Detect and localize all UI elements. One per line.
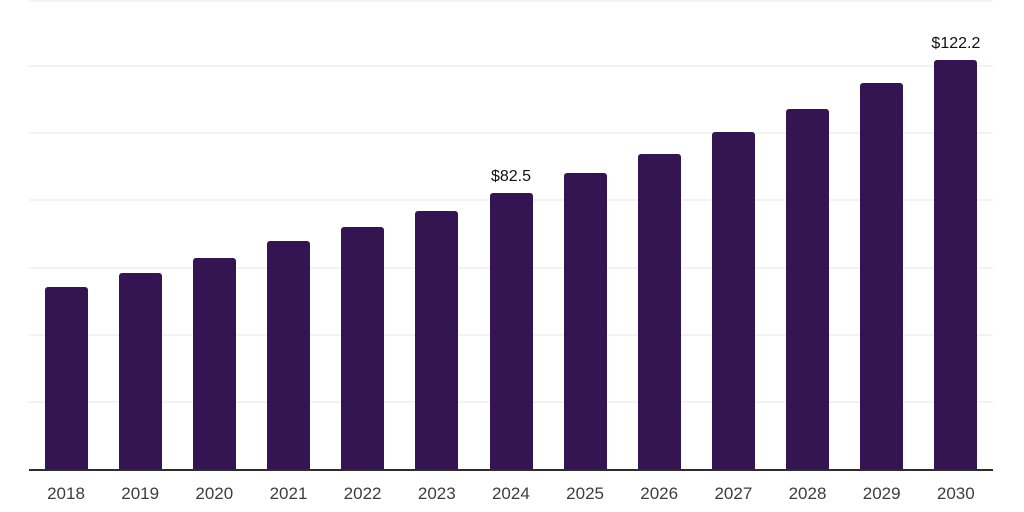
x-axis-label: 2020 (195, 484, 234, 503)
x-axis-label: 2024 (491, 484, 530, 503)
bar (637, 154, 681, 470)
x-axis-label: 2021 (269, 484, 308, 503)
bar (415, 210, 459, 470)
bar (44, 287, 88, 470)
bar (934, 59, 978, 470)
bar (192, 257, 236, 470)
x-axis-label: 2022 (343, 484, 382, 503)
bar-value-label: $122.2 (931, 34, 981, 52)
gridline (29, 65, 993, 68)
bar (786, 109, 830, 470)
bar-value-label: $82.5 (490, 168, 532, 185)
x-axis-label: 2029 (862, 484, 901, 503)
x-axis-label: 2028 (788, 484, 827, 503)
x-axis-label: 2027 (714, 484, 753, 503)
bar (860, 82, 904, 470)
x-axis-label: 2018 (47, 484, 85, 503)
bar (267, 241, 310, 470)
x-axis-label: 2030 (936, 484, 975, 503)
bar (341, 227, 385, 470)
bar (489, 193, 533, 470)
bar (712, 132, 755, 470)
x-axis-label: 2025 (566, 484, 604, 503)
bar (118, 273, 162, 470)
bar (563, 173, 607, 470)
x-axis-line (29, 469, 993, 471)
x-axis-label: 2019 (121, 484, 160, 503)
x-axis-label: 2026 (640, 484, 679, 503)
gridline (29, 0, 993, 2)
gridline (29, 132, 993, 135)
x-axis-label: 2023 (417, 484, 456, 503)
